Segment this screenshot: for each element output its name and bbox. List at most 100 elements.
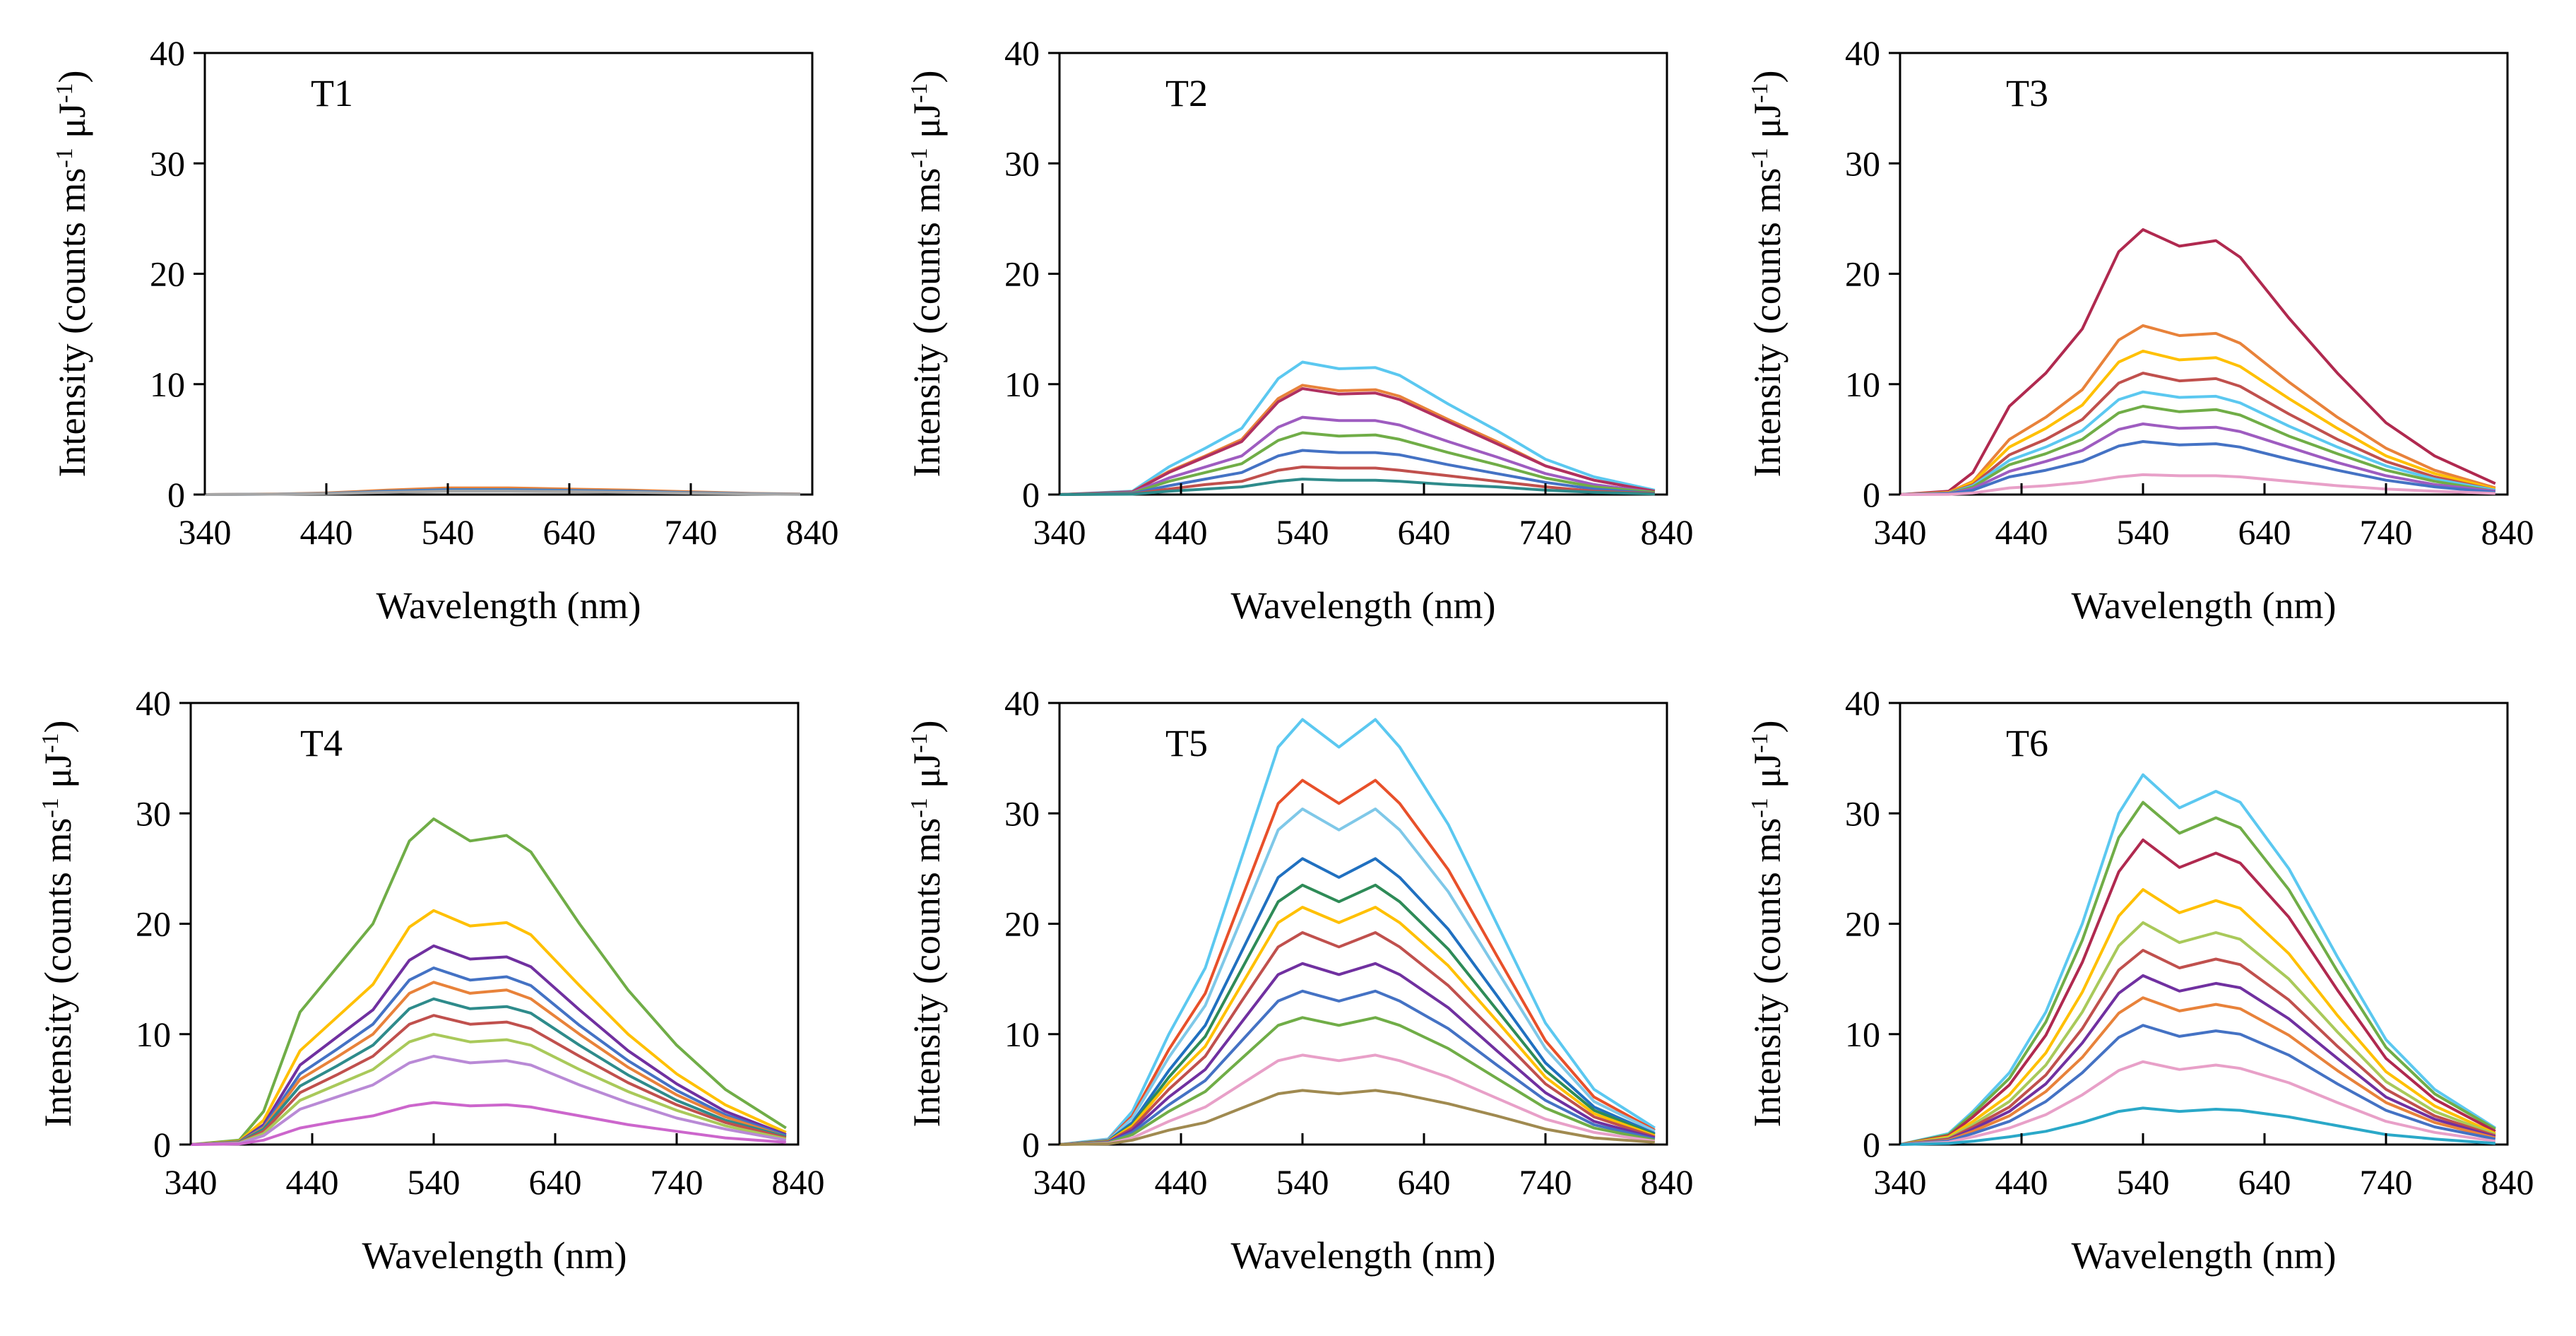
panel-4-y-tick-label: 30 — [136, 793, 171, 833]
panel-1-x-tick-label: 540 — [422, 512, 475, 552]
panel-2-y-tick-label: 0 — [1022, 475, 1040, 514]
panel-2-y-tick-label: 10 — [1004, 365, 1040, 404]
panel-3-series-1 — [1899, 228, 2496, 496]
panel-6-y-tick-label: 30 — [1845, 793, 1880, 833]
panel-5-series-8 — [1059, 962, 1656, 1146]
panel-4-y-axis-label-prefix: Intensity (counts ms — [37, 818, 79, 1128]
panel-4-x-tick-label: 440 — [286, 1162, 339, 1202]
panel-3-series-9 — [1899, 473, 2495, 496]
panel-2-title: T2 — [1165, 72, 1208, 114]
panel-6-y-axis-label-prefix: Intensity (counts ms — [1746, 818, 1788, 1128]
panel-2-y-axis-label-mid: μJ — [906, 103, 948, 148]
panel-4-x-tick-label: 340 — [165, 1162, 218, 1202]
panel-4-x-tick-label: 840 — [772, 1162, 825, 1202]
panel-4-y-tick-label: 20 — [136, 904, 171, 944]
panel-3-y-tick-label: 0 — [1863, 475, 1880, 514]
panel-1-y-axis-label-prefix: Intensity (counts ms — [51, 168, 93, 478]
panel-6-y-tick-label: 40 — [1845, 683, 1880, 723]
panel-4-x-tick-label: 640 — [529, 1162, 582, 1202]
panel-4-series-4 — [190, 966, 787, 1146]
panel-2: 340 440 540 640 740 840 0 10 20 30 40 T2 Wavelength … — [906, 33, 1694, 627]
panel-4-series-7 — [190, 1014, 787, 1146]
panel-3-x-tick-label: 740 — [2360, 512, 2413, 552]
panel-5-series-5 — [1059, 883, 1656, 1146]
panel-4-y-tick-label: 40 — [136, 683, 171, 723]
panel-3-y-axis-label-sup2: -1 — [1747, 83, 1773, 102]
panel-5-y-axis-label-suffix: ) — [906, 720, 948, 733]
panel-3-x-tick-label: 340 — [1874, 512, 1927, 552]
panel-1-y-tick-label: 40 — [150, 33, 185, 73]
panel-2-y-tick-label: 30 — [1004, 143, 1040, 183]
panel-5-y-axis-label-sup2: -1 — [906, 733, 932, 752]
panel-5-series-1 — [1059, 718, 1656, 1146]
panel-5-series-7 — [1059, 931, 1656, 1146]
panel-5-x-tick-label: 440 — [1155, 1162, 1208, 1202]
panel-3-title: T3 — [2006, 72, 2048, 114]
panel-4-series-2 — [190, 909, 787, 1146]
panel-3-x-tick-label: 540 — [2117, 512, 2170, 552]
panel-1-x-tick-label: 840 — [786, 512, 839, 552]
panel-3-y-tick-label: 10 — [1845, 365, 1880, 404]
panel-2-y-tick-label: 20 — [1004, 254, 1040, 294]
panel-6-y-axis-label: Intensity (counts ms-1 μJ-1) — [1746, 720, 1788, 1127]
panel-4-x-tick-label: 740 — [651, 1162, 704, 1202]
panel-4-title: T4 — [300, 722, 343, 764]
panel-4-series-10 — [190, 1101, 786, 1146]
panel-1-x-tick-label: 640 — [543, 512, 596, 552]
panel-6-y-tick-label: 20 — [1845, 904, 1880, 944]
panel-5-y-tick-label: 10 — [1004, 1015, 1040, 1054]
panel-5-x-tick-label: 740 — [1519, 1162, 1572, 1202]
panel-6-x-axis-label: Wavelength (nm) — [2071, 1234, 2336, 1277]
panel-1-y-axis-label-sup2: -1 — [52, 83, 78, 102]
panel-6-x-tick-label: 740 — [2360, 1162, 2413, 1202]
panel-6-series-7 — [1899, 974, 2496, 1146]
panel-3-series-7 — [1899, 422, 2496, 496]
panel-4-y-axis-label: Intensity (counts ms-1 μJ-1) — [37, 720, 79, 1127]
panel-1-y-axis-label-sup1: -1 — [52, 148, 78, 167]
panel-6-series-3 — [1899, 838, 2496, 1146]
panel-6-y-axis-label-sup1: -1 — [1747, 798, 1773, 817]
panel-5-y-axis-label: Intensity (counts ms-1 μJ-1) — [906, 720, 948, 1127]
panel-5-series-3 — [1059, 808, 1656, 1146]
panel-2-x-tick-label: 540 — [1276, 512, 1329, 552]
panel-3-series-6 — [1899, 405, 2496, 496]
panel-5-y-axis-label-prefix: Intensity (counts ms — [906, 818, 948, 1128]
panel-6-series-1 — [1899, 773, 2496, 1146]
panel-1-y-tick-label: 30 — [150, 143, 185, 183]
panel-2-series-3 — [1059, 387, 1656, 496]
panel-4-series-6 — [190, 997, 787, 1146]
panel-1-y-tick-label: 10 — [150, 365, 185, 404]
panel-6: 340 440 540 640 740 840 0 10 20 30 40 T6 Wavelength … — [1746, 683, 2534, 1277]
panel-3-y-axis-label-mid: μJ — [1746, 103, 1788, 148]
panel-2-series-1 — [1059, 360, 1656, 496]
panel-6-y-axis-label-suffix: ) — [1746, 720, 1788, 733]
panel-6-x-tick-label: 540 — [2117, 1162, 2170, 1202]
panel-6-series-2 — [1899, 800, 2496, 1146]
panel-4-series-9 — [190, 1055, 787, 1146]
panel-3-y-tick-label: 30 — [1845, 143, 1880, 183]
panel-2-series-5 — [1059, 431, 1655, 496]
panel-3-series-2 — [1899, 324, 2496, 496]
panel-2-x-tick-label: 440 — [1155, 512, 1208, 552]
panel-3-series-4 — [1899, 372, 2496, 496]
panel-2-x-axis-label: Wavelength (nm) — [1230, 584, 1495, 627]
panel-3-y-tick-label: 40 — [1845, 33, 1880, 73]
panel-5-x-tick-label: 640 — [1398, 1162, 1451, 1202]
panel-4-y-axis-label-suffix: ) — [37, 720, 79, 733]
panel-1-y-tick-label: 0 — [167, 475, 185, 514]
panel-5-y-tick-label: 40 — [1004, 683, 1040, 723]
panel-6-series-4 — [1899, 888, 2496, 1146]
panel-4-y-axis-label-sup2: -1 — [37, 733, 64, 752]
panel-1-x-tick-label: 740 — [665, 512, 718, 552]
panel-6-series-11 — [1899, 1106, 2495, 1146]
panel-2-y-axis-label-sup1: -1 — [906, 148, 932, 167]
panel-3-x-tick-label: 840 — [2481, 512, 2534, 552]
panel-5-x-tick-label: 340 — [1033, 1162, 1086, 1202]
panel-6-x-tick-label: 640 — [2238, 1162, 2291, 1202]
panel-5-series-9 — [1059, 989, 1656, 1146]
panel-1-y-axis-label: Intensity (counts ms-1 μJ-1) — [51, 70, 93, 477]
panel-6-x-tick-label: 840 — [2481, 1162, 2534, 1202]
panel-4-y-tick-label: 0 — [153, 1125, 171, 1164]
panel-3-y-axis-label-prefix: Intensity (counts ms — [1746, 168, 1788, 478]
